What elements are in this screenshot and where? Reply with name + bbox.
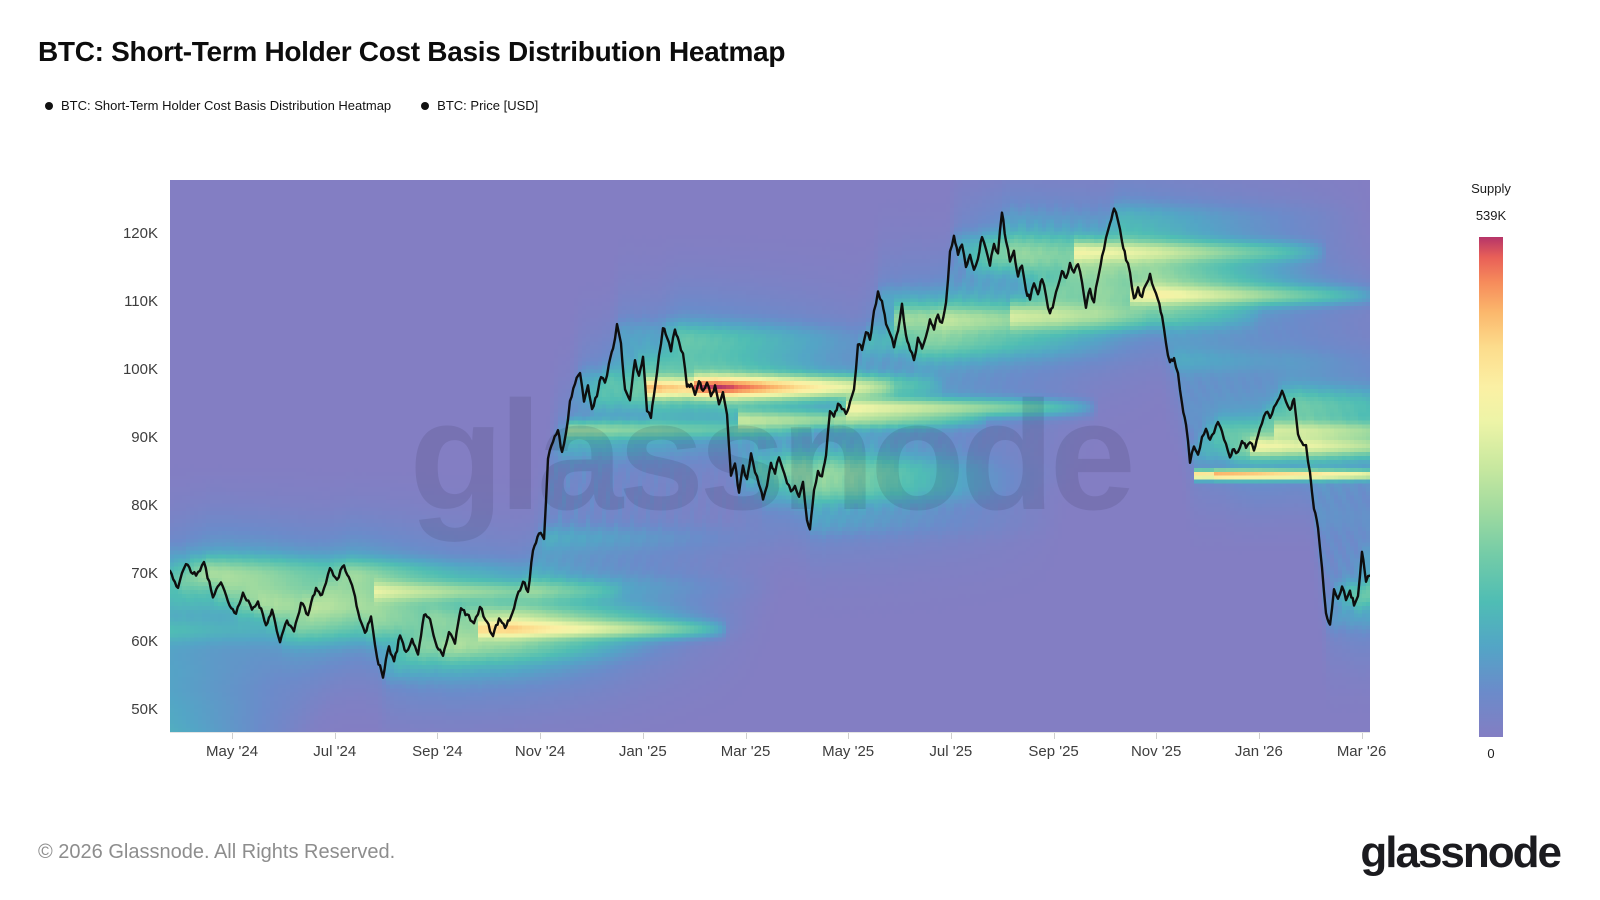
legend-item-1[interactable]: BTC: Price [USD] [421,98,538,113]
x-tick-mark [540,733,542,739]
legend: BTC: Short-Term Holder Cost Basis Distri… [45,98,538,113]
x-tick-mark [437,733,439,739]
x-tick-mark [1361,733,1363,739]
x-tick-label: Nov '24 [514,743,566,760]
x-tick-mark [848,733,850,739]
footer-copyright: © 2026 Glassnode. All Rights Reserved. [38,841,396,863]
x-tick-label: Jan '26 [1234,743,1283,760]
y-tick-label: 90K [131,429,158,447]
x-tick-label: Nov '25 [1130,743,1182,760]
plot-area[interactable]: glassnode [170,180,1370,732]
x-tick-label: May '25 [822,743,875,760]
x-tick-mark [1156,733,1158,739]
glassnode-logo: glassnode [1360,828,1562,877]
x-tick-mark [1053,733,1055,739]
x-tick-label: Jan '25 [618,743,667,760]
y-tick-label: 50K [131,701,158,719]
y-tick-label: 110K [124,293,158,311]
y-tick-label: 60K [131,633,158,651]
x-tick-label: Sep '24 [412,743,463,760]
x-tick-label: May '24 [206,743,259,760]
x-tick-mark [642,733,644,739]
x-tick-mark [232,733,234,739]
legend-item-label: BTC: Short-Term Holder Cost Basis Distri… [61,98,392,113]
x-tick-label: Sep '25 [1028,743,1079,760]
x-tick-label: Jul '25 [929,743,973,760]
legend-dot-icon [421,101,430,110]
legend-dot-icon [45,101,53,110]
y-tick-label: 120K [122,225,158,243]
x-tick-mark [334,733,336,739]
y-tick-label: 80K [131,497,158,515]
x-axis-line [170,732,1370,733]
price-line-canvas[interactable] [170,180,1370,732]
colorbar-min-label: 0 [1487,746,1495,761]
x-tick-label: Mar '26 [1336,743,1387,760]
page-title: BTC: Short-Term Holder Cost Basis Distri… [38,36,786,67]
legend-item-0[interactable]: BTC: Short-Term Holder Cost Basis Distri… [45,98,391,113]
x-tick-mark [745,733,747,739]
y-tick-label: 70K [131,565,158,583]
colorbar [1479,237,1503,737]
x-tick-label: Mar '25 [720,743,771,760]
x-tick-mark [950,733,952,739]
y-tick-label: 100K [122,361,158,379]
x-tick-mark [1258,733,1260,739]
colorbar-max-label: 539K [1475,208,1507,223]
x-tick-label: Jul '24 [313,743,357,760]
legend-item-label: BTC: Price [USD] [437,98,539,113]
colorbar-title: Supply [1471,181,1511,196]
